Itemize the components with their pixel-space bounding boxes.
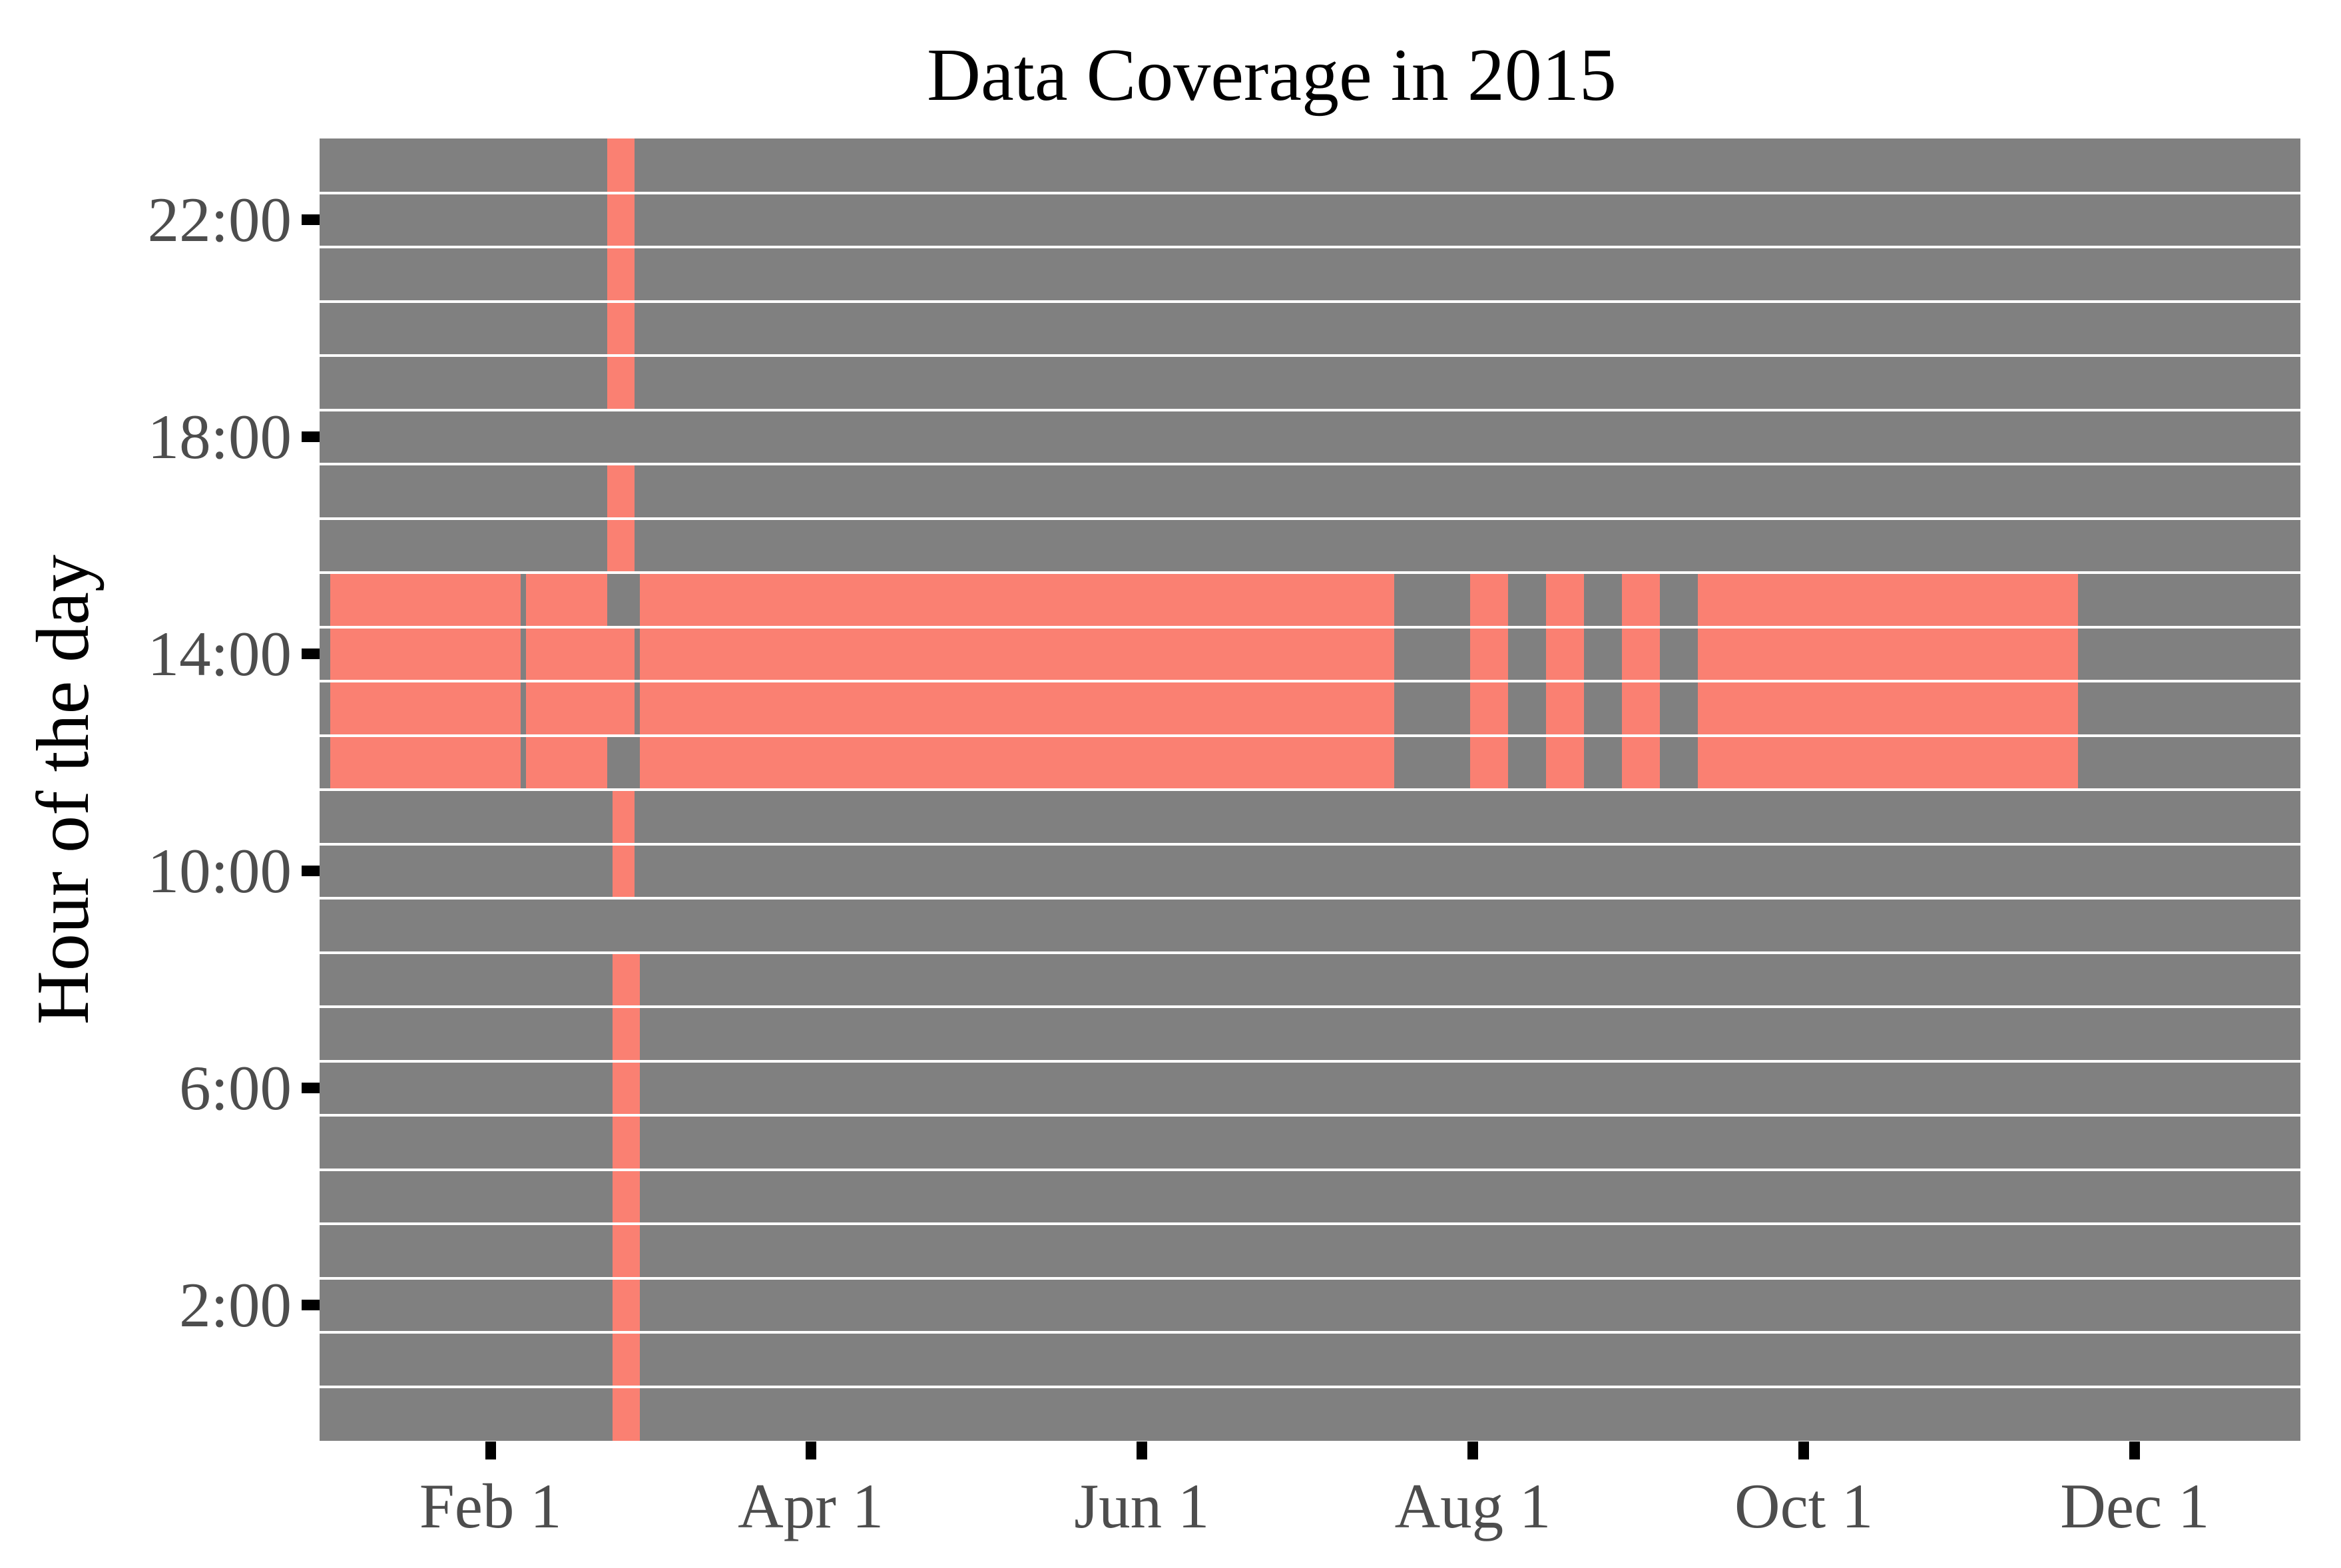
coverage-tile (1622, 573, 1661, 627)
coverage-tile (607, 192, 635, 247)
x-tick-mark (1136, 1441, 1147, 1459)
coverage-tile (607, 301, 635, 356)
hour-gridline (320, 463, 2300, 465)
coverage-tile (525, 627, 635, 681)
coverage-tile (613, 1169, 640, 1224)
coverage-tile (525, 573, 607, 627)
hour-gridline (320, 951, 2300, 954)
y-tick-mark (302, 1300, 320, 1311)
coverage-tile (613, 1386, 640, 1441)
y-tick-mark (302, 649, 320, 660)
hour-gridline (320, 788, 2300, 791)
coverage-tile (1698, 573, 2078, 627)
hour-gridline (320, 897, 2300, 900)
hour-gridline (320, 1222, 2300, 1225)
coverage-tile (1546, 573, 1585, 627)
coverage-tile (1546, 681, 1585, 736)
hour-gridline (320, 1168, 2300, 1171)
coverage-tile (639, 681, 1394, 736)
coverage-tile (613, 844, 635, 898)
coverage-tile (330, 681, 521, 736)
coverage-tile (613, 1332, 640, 1387)
y-axis-title: Hour of the day (22, 555, 105, 1025)
hour-gridline (320, 571, 2300, 574)
coverage-tile (330, 735, 521, 790)
coverage-tile (1469, 735, 1508, 790)
hour-gridline (320, 1385, 2300, 1388)
coverage-tile (613, 952, 640, 1007)
coverage-tile (525, 681, 635, 736)
y-tick-label: 14:00 (147, 619, 292, 690)
coverage-tile (330, 627, 521, 681)
y-tick-mark (302, 431, 320, 443)
hour-gridline (320, 1059, 2300, 1063)
coverage-tile (1622, 627, 1661, 681)
coverage-tile (1469, 627, 1508, 681)
hour-gridline (320, 408, 2300, 411)
x-tick-label: Aug 1 (1394, 1471, 1551, 1541)
coverage-tile (1469, 681, 1508, 736)
y-tick-mark (302, 1083, 320, 1094)
coverage-tile (613, 1278, 640, 1332)
hour-gridline (320, 191, 2300, 194)
coverage-tile (1698, 735, 2078, 790)
coverage-tile (1698, 681, 2078, 736)
x-tick-label: Dec 1 (2060, 1471, 2210, 1541)
coverage-tile (613, 1224, 640, 1278)
hour-gridline (320, 1114, 2300, 1117)
coverage-tile (639, 573, 1394, 627)
coverage-tile (1698, 627, 2078, 681)
hour-gridline (320, 246, 2300, 248)
hour-gridline (320, 625, 2300, 629)
x-tick-mark (1798, 1441, 1810, 1459)
x-tick-label: Feb 1 (419, 1471, 562, 1541)
coverage-tile (1546, 627, 1585, 681)
coverage-tile (613, 1007, 640, 1061)
y-tick-label: 2:00 (179, 1270, 292, 1341)
coverage-tile (330, 573, 521, 627)
coverage-tile (1622, 735, 1661, 790)
x-tick-mark (2129, 1441, 2141, 1459)
x-tick-label: Jun 1 (1074, 1471, 1210, 1541)
hour-gridline (320, 1005, 2300, 1008)
coverage-tile (1469, 573, 1508, 627)
y-tick-label: 18:00 (147, 401, 292, 473)
plot-panel (320, 138, 2300, 1441)
coverage-tile (1546, 735, 1585, 790)
coverage-tile (525, 735, 607, 790)
y-tick-label: 6:00 (179, 1053, 292, 1124)
coverage-tile (613, 1115, 640, 1170)
y-tick-mark (302, 214, 320, 226)
hour-gridline (320, 680, 2300, 682)
chart-title: Data Coverage in 2015 (927, 34, 1617, 117)
hour-gridline (320, 1276, 2300, 1280)
coverage-tile (607, 464, 635, 519)
coverage-tile (607, 356, 635, 410)
x-tick-mark (485, 1441, 496, 1459)
y-tick-label: 22:00 (147, 184, 292, 256)
x-tick-mark (805, 1441, 816, 1459)
coverage-tile (607, 138, 635, 193)
hour-gridline (320, 517, 2300, 520)
coverage-tile (639, 735, 1394, 790)
x-tick-label: Apr 1 (738, 1471, 884, 1541)
y-tick-mark (302, 866, 320, 877)
hour-gridline (320, 842, 2300, 846)
y-tick-label: 10:00 (147, 836, 292, 907)
coverage-tile (639, 627, 1394, 681)
coverage-tile (607, 518, 635, 573)
hour-gridline (320, 300, 2300, 303)
coverage-tile (1622, 681, 1661, 736)
coverage-tile (607, 247, 635, 302)
coverage-tile (613, 1061, 640, 1115)
x-tick-label: Oct 1 (1734, 1471, 1874, 1541)
coverage-tile (613, 790, 635, 844)
x-tick-mark (1467, 1441, 1479, 1459)
hour-gridline (320, 354, 2300, 357)
hour-gridline (320, 1331, 2300, 1334)
hour-gridline (320, 734, 2300, 737)
